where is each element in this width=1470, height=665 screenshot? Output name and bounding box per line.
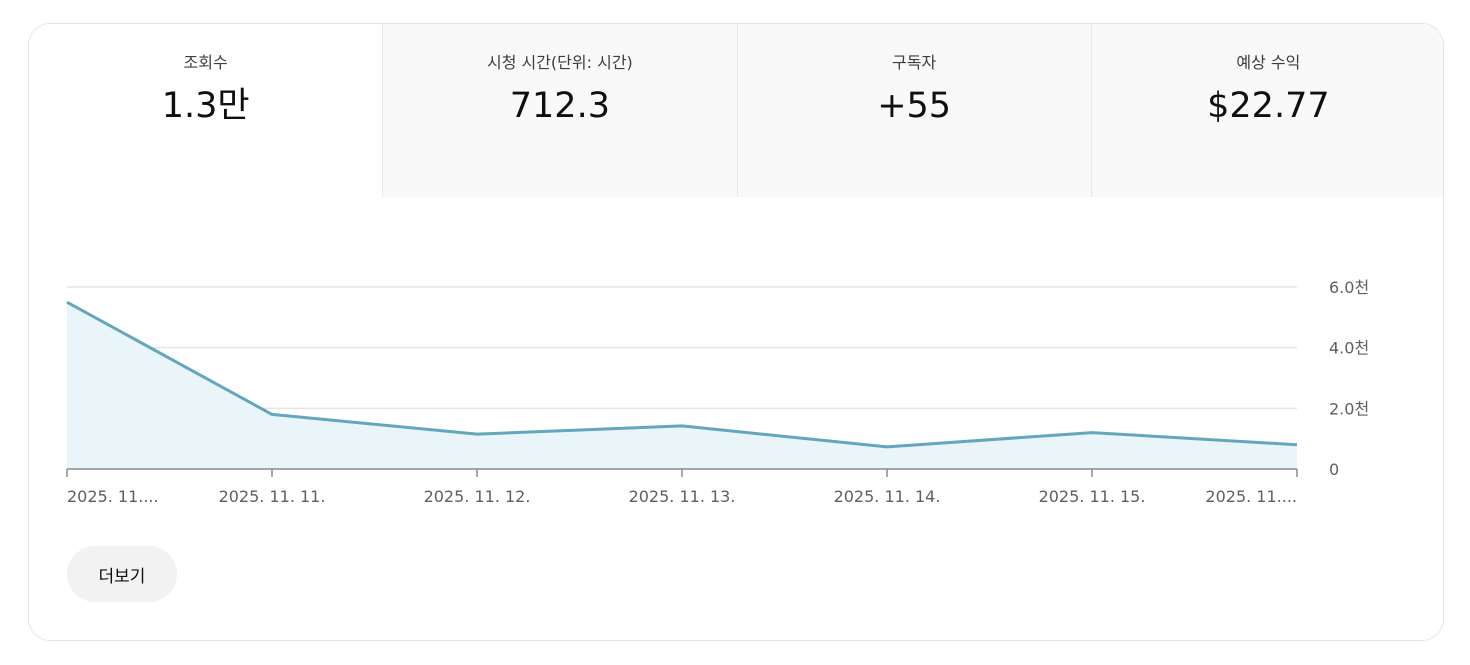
y-tick-label: 4.0천 [1329, 339, 1369, 358]
y-tick-label: 6.0천 [1329, 278, 1369, 297]
x-tick-label: 2025. 11. 13. [629, 487, 736, 506]
analytics-card: 조회수 1.3만 시청 시간(단위: 시간) 712.3 구독자 +55 예상 … [28, 23, 1444, 641]
x-tick-label: 2025. 11. 15. [1039, 487, 1146, 506]
x-tick-label: 2025. 11. 11. [219, 487, 326, 506]
tab-views[interactable]: 조회수 1.3만 [29, 24, 383, 197]
tab-watch-time[interactable]: 시청 시간(단위: 시간) 712.3 [382, 24, 737, 197]
y-tick-label: 2.0천 [1329, 399, 1369, 418]
tab-revenue-value: $22.77 [1207, 86, 1330, 126]
x-tick-label: 2025. 11.... [67, 487, 159, 506]
tab-revenue-label: 예상 수익 [1236, 53, 1301, 72]
tab-subscribers[interactable]: 구독자 +55 [736, 24, 1091, 197]
x-tick-label: 2025. 11. 12. [424, 487, 531, 506]
tab-watch-time-value: 712.3 [509, 86, 610, 126]
x-tick-label: 2025. 11. 14. [834, 487, 941, 506]
tab-revenue[interactable]: 예상 수익 $22.77 [1090, 24, 1443, 197]
tab-subscribers-label: 구독자 [892, 53, 937, 72]
tab-views-value: 1.3만 [161, 86, 250, 126]
more-button[interactable]: 더보기 [67, 546, 177, 602]
metric-tabs: 조회수 1.3만 시청 시간(단위: 시간) 712.3 구독자 +55 예상 … [29, 24, 1443, 197]
views-chart: 6.0천 4.0천 2.0천 0 2025. 11.... 2025. 11. 11. 20… [66, 278, 1369, 506]
tab-watch-time-label: 시청 시간(단위: 시간) [486, 53, 633, 72]
tab-subscribers-value: +55 [877, 86, 952, 126]
series-line [66, 300, 1298, 449]
x-tick-label: 2025. 11.... [1205, 487, 1297, 506]
tab-views-label: 조회수 [183, 53, 228, 72]
series-area [67, 302, 1297, 469]
y-tick-label: 0 [1329, 460, 1339, 479]
